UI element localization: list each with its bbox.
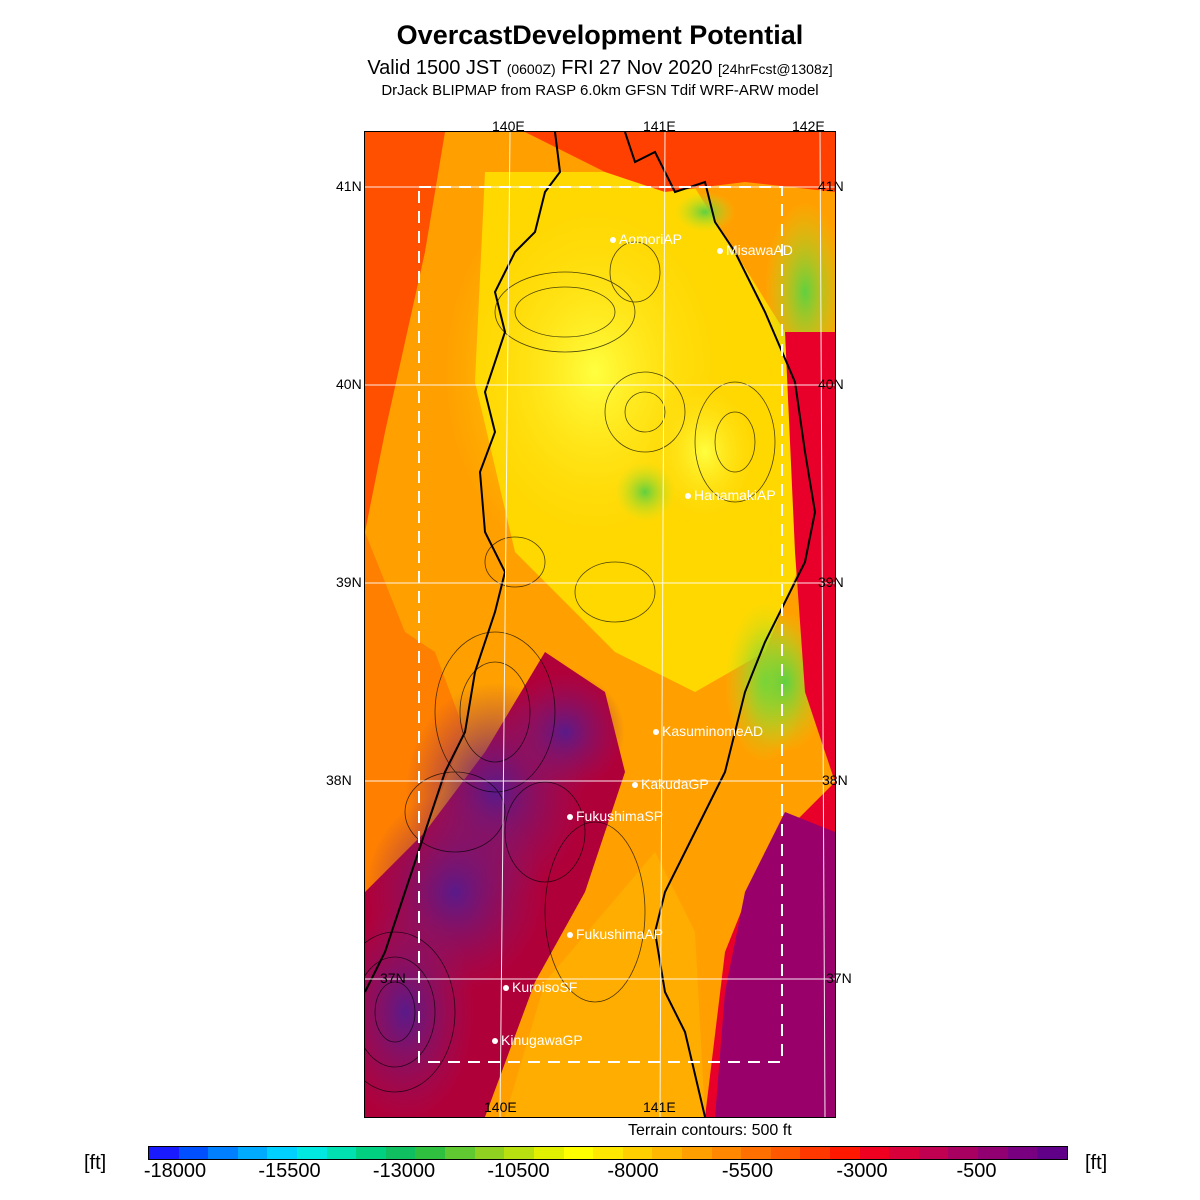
- station-label: KakudaGP: [641, 776, 709, 792]
- station-fukushima-sp[interactable]: FukushimaSP: [567, 808, 663, 824]
- colorbar-tick-label: -15500: [258, 1160, 321, 1182]
- colorbar-swatch: [504, 1147, 534, 1159]
- lon-label-140e-bottom: 140E: [484, 1099, 517, 1115]
- valid-time: Valid 1500 JST (0600Z) FRI 27 Nov 2020 […: [0, 57, 1200, 80]
- station-kasuminome-ad[interactable]: KasuminomeAD: [653, 723, 763, 739]
- colorbar-unit-right: [ft]: [1085, 1152, 1108, 1174]
- station-aomori-ap[interactable]: AomoriAP: [610, 231, 682, 247]
- colorbar-tick-label: -8000: [607, 1160, 659, 1182]
- colorbar-swatch: [859, 1147, 890, 1159]
- colorbar-swatch: [149, 1147, 179, 1159]
- colorbar-swatch: [978, 1147, 1008, 1159]
- colorbar-swatch: [652, 1147, 682, 1159]
- colorbar-tick-label: -3000: [836, 1160, 888, 1182]
- lat-label-37n-right: 37N: [826, 970, 852, 986]
- lon-label-141e-top: 141E: [643, 118, 676, 134]
- map-graphic: [365, 132, 835, 1117]
- station-label: AomoriAP: [619, 231, 683, 247]
- colorbar-tick-label: -5500: [721, 1160, 774, 1182]
- colorbar-swatch: [593, 1147, 623, 1159]
- colorbar-swatch: [178, 1147, 209, 1159]
- station-label: HanamakiAP: [694, 487, 776, 503]
- station-label: FukushimaAP: [576, 926, 664, 942]
- lat-label-40n-left: 40N: [336, 376, 362, 392]
- station-label: FukushimaSP: [576, 808, 664, 824]
- station-marker-icon: [653, 729, 659, 736]
- colorbar-swatch: [681, 1147, 712, 1159]
- colorbar-swatch: [741, 1147, 771, 1159]
- colorbar-swatch: [563, 1147, 594, 1159]
- colorbar: [148, 1146, 1068, 1160]
- lat-label-37n-left: 37N: [380, 970, 406, 986]
- forecast-info: [24hrFcst@1308z]: [718, 61, 833, 77]
- station-misawa-ad[interactable]: MisawaAD: [717, 242, 793, 258]
- colorbar-tick-label: -13000: [372, 1160, 436, 1182]
- station-hanamaki-ap[interactable]: HanamakiAP: [685, 487, 776, 503]
- lat-label-39n-left: 39N: [336, 574, 362, 590]
- station-kuroiso-sf[interactable]: KuroisoSF: [503, 979, 577, 995]
- lon-label-142e-top: 142E: [792, 118, 825, 134]
- colorbar-tick-label: -18000: [143, 1160, 207, 1182]
- lat-label-38n-right: 38N: [822, 772, 848, 788]
- map-panel[interactable]: [364, 131, 836, 1118]
- station-label: MisawaAD: [726, 242, 793, 258]
- station-label: KinugawaGP: [501, 1032, 583, 1048]
- colorbar-swatch: [711, 1147, 742, 1159]
- colorbar-tick-label: -500: [956, 1160, 997, 1182]
- lon-label-140e-top: 140E: [492, 118, 525, 134]
- colorbar-unit-left: [ft]: [84, 1152, 107, 1174]
- colorbar-swatch: [889, 1147, 919, 1159]
- zulu-time: (0600Z): [506, 61, 556, 77]
- station-marker-icon: [632, 782, 638, 789]
- terrain-contours-note: Terrain contours: 500 ft: [628, 1122, 792, 1139]
- station-label: KasuminomeAD: [662, 723, 764, 739]
- colorbar-swatch: [208, 1147, 238, 1159]
- lat-label-38n-left: 38N: [326, 772, 352, 788]
- model-subtitle: DrJack BLIPMAP from RASP 6.0km GFSN Tdif…: [381, 82, 819, 99]
- colorbar-swatch: [237, 1147, 268, 1159]
- colorbar-swatch: [830, 1147, 860, 1159]
- valid-prefix: Valid 1500 JST: [367, 57, 502, 79]
- colorbar-swatch: [1037, 1147, 1067, 1159]
- lat-label-39n-right: 39N: [818, 574, 844, 590]
- colorbar-swatch: [297, 1147, 327, 1159]
- colorbar-swatch: [356, 1147, 386, 1159]
- station-marker-icon: [685, 493, 691, 500]
- colorbar-swatch: [1007, 1147, 1038, 1159]
- colorbar-swatch: [800, 1147, 831, 1159]
- colorbar-swatch: [267, 1147, 298, 1159]
- valid-date: FRI 27 Nov 2020: [561, 57, 713, 79]
- station-fukushima-ap[interactable]: FukushimaAP: [567, 926, 663, 942]
- lat-label-41n-right: 41N: [818, 178, 844, 194]
- colorbar-tick-label: -10500: [487, 1160, 550, 1182]
- lat-label-41n-left: 41N: [336, 178, 362, 194]
- colorbar-swatch: [622, 1147, 653, 1159]
- station-marker-icon: [492, 1038, 498, 1045]
- station-marker-icon: [717, 248, 723, 255]
- colorbar-swatch: [415, 1147, 446, 1159]
- station-kinugawa-gp[interactable]: KinugawaGP: [492, 1032, 583, 1048]
- colorbar-swatch: [948, 1147, 979, 1159]
- station-label: KuroisoSF: [512, 979, 578, 995]
- colorbar-swatch: [326, 1147, 357, 1159]
- colorbar-swatch: [770, 1147, 801, 1159]
- station-kakuda-gp[interactable]: KakudaGP: [632, 776, 709, 792]
- station-marker-icon: [503, 985, 509, 992]
- colorbar-swatch: [918, 1147, 949, 1159]
- lat-label-40n-right: 40N: [818, 376, 844, 392]
- map-title: OvercastDevelopment Potential: [396, 20, 804, 50]
- colorbar-swatch: [474, 1147, 505, 1159]
- colorbar-swatch: [445, 1147, 475, 1159]
- station-marker-icon: [610, 237, 616, 244]
- station-marker-icon: [567, 814, 573, 821]
- colorbar-swatch: [533, 1147, 564, 1159]
- station-marker-icon: [567, 932, 573, 939]
- lon-label-141e-bottom: 141E: [643, 1099, 676, 1115]
- colorbar-swatch: [385, 1147, 416, 1159]
